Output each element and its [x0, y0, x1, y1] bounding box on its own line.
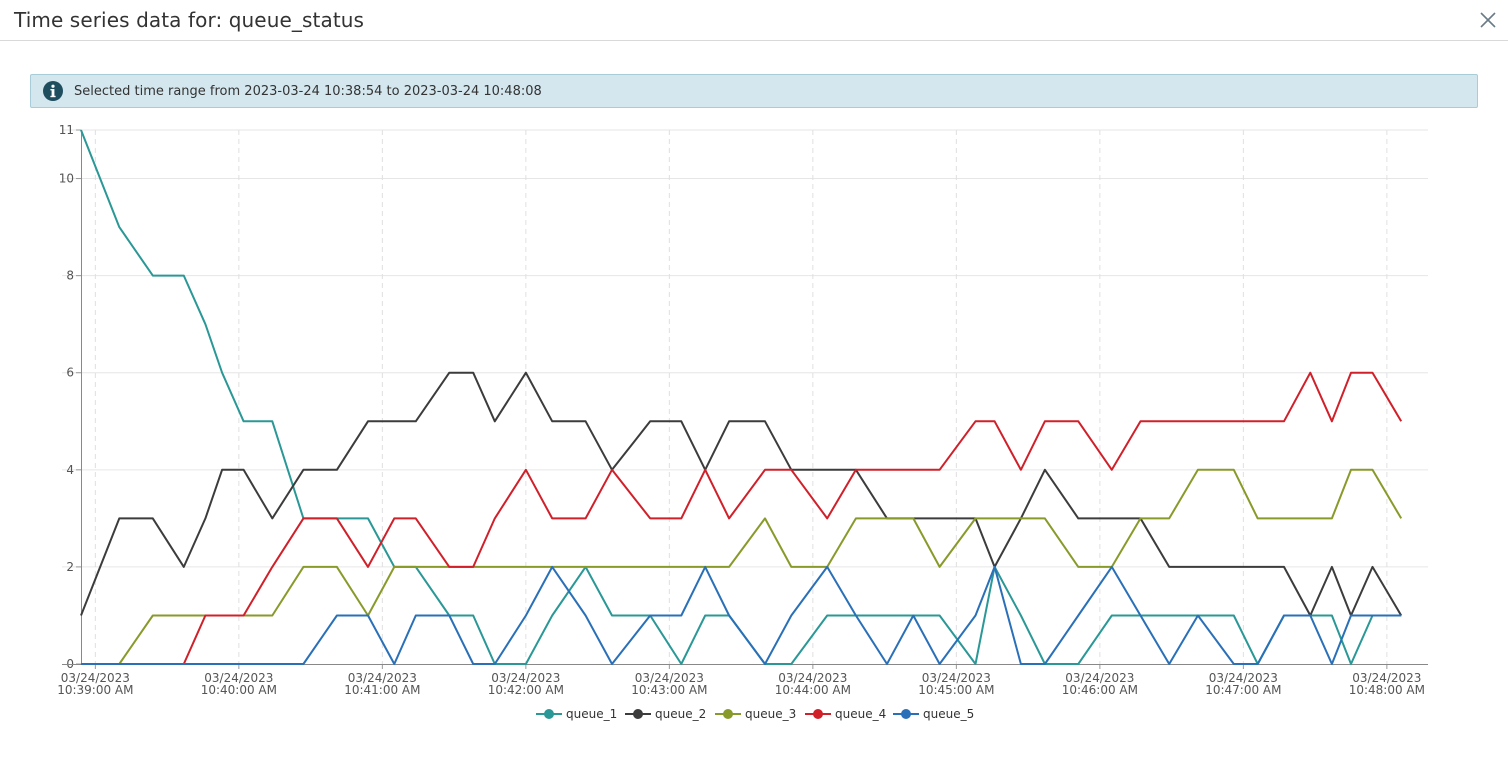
legend-label: queue_4	[835, 707, 887, 721]
y-tick-label: 2	[66, 560, 74, 574]
legend-item-queue-4[interactable]: queue_4	[805, 704, 886, 724]
info-banner: Selected time range from 2023-03-24 10:3…	[30, 74, 1478, 108]
x-tick-label: 10:47:00 AM	[1205, 683, 1281, 697]
y-tick-label: 10	[59, 172, 74, 186]
x-tick-label: 10:41:00 AM	[344, 683, 420, 697]
series-line-queue-4	[81, 371, 1403, 665]
x-tick-date: 03/24/2023	[922, 671, 991, 685]
x-tick-date: 03/24/2023	[204, 671, 273, 685]
x-tick-label: 10:48:00 AM	[1349, 683, 1425, 697]
x-tick-date: 03/24/2023	[348, 671, 417, 685]
x-tick-label: 10:43:00 AM	[631, 683, 707, 697]
x-tick-date: 03/24/2023	[635, 671, 704, 685]
legend-label: queue_5	[923, 707, 975, 721]
x-tick-label: 10:39:00 AM	[57, 683, 133, 697]
x-tick-label: 10:42:00 AM	[488, 683, 564, 697]
x-tick-date: 03/24/2023	[61, 671, 130, 685]
chart-legend: queue_1 queue_2 queue_3 queue_4 queue_5	[0, 704, 1508, 724]
x-tick-label: 10:45:00 AM	[918, 683, 994, 697]
series-line-queue-3	[81, 468, 1403, 665]
series-line-queue-5	[81, 565, 1402, 665]
chart-series	[80, 129, 1403, 665]
legend-marker-icon	[625, 709, 651, 719]
legend-label: queue_2	[655, 707, 707, 721]
x-tick-label: 10:44:00 AM	[775, 683, 851, 697]
y-tick-label: 6	[66, 366, 74, 380]
close-button[interactable]	[1477, 9, 1499, 31]
dialog-header: Time series data for: queue_status	[0, 0, 1508, 41]
x-tick-label: 10:46:00 AM	[1062, 683, 1138, 697]
x-tick-date: 03/24/2023	[491, 671, 560, 685]
legend-item-queue-2[interactable]: queue_2	[625, 704, 706, 724]
legend-label: queue_3	[745, 707, 797, 721]
x-tick-date: 03/24/2023	[1065, 671, 1134, 685]
series-line-queue-1	[80, 129, 1402, 665]
series-line-queue-2	[80, 371, 1403, 617]
y-tick-label: 4	[66, 463, 74, 477]
chart-grid	[62, 129, 1428, 664]
close-icon	[1480, 12, 1496, 28]
y-tick-label: 11	[59, 123, 74, 137]
legend-item-queue-1[interactable]: queue_1	[536, 704, 617, 724]
legend-marker-icon	[715, 709, 741, 719]
x-tick-label: 10:40:00 AM	[201, 683, 277, 697]
legend-item-queue-5[interactable]: queue_5	[893, 704, 974, 724]
x-tick-date: 03/24/2023	[778, 671, 847, 685]
legend-label: queue_1	[566, 707, 618, 721]
dialog-title: Time series data for: queue_status	[14, 8, 365, 32]
info-icon	[43, 81, 63, 101]
legend-marker-icon	[805, 709, 831, 719]
x-tick-date: 03/24/2023	[1352, 671, 1421, 685]
legend-marker-icon	[536, 709, 562, 719]
y-tick-label: 8	[66, 269, 74, 283]
legend-marker-icon	[893, 709, 919, 719]
legend-item-queue-3[interactable]: queue_3	[715, 704, 796, 724]
x-tick-date: 03/24/2023	[1209, 671, 1278, 685]
time-range-text: Selected time range from 2023-03-24 10:3…	[74, 84, 542, 99]
